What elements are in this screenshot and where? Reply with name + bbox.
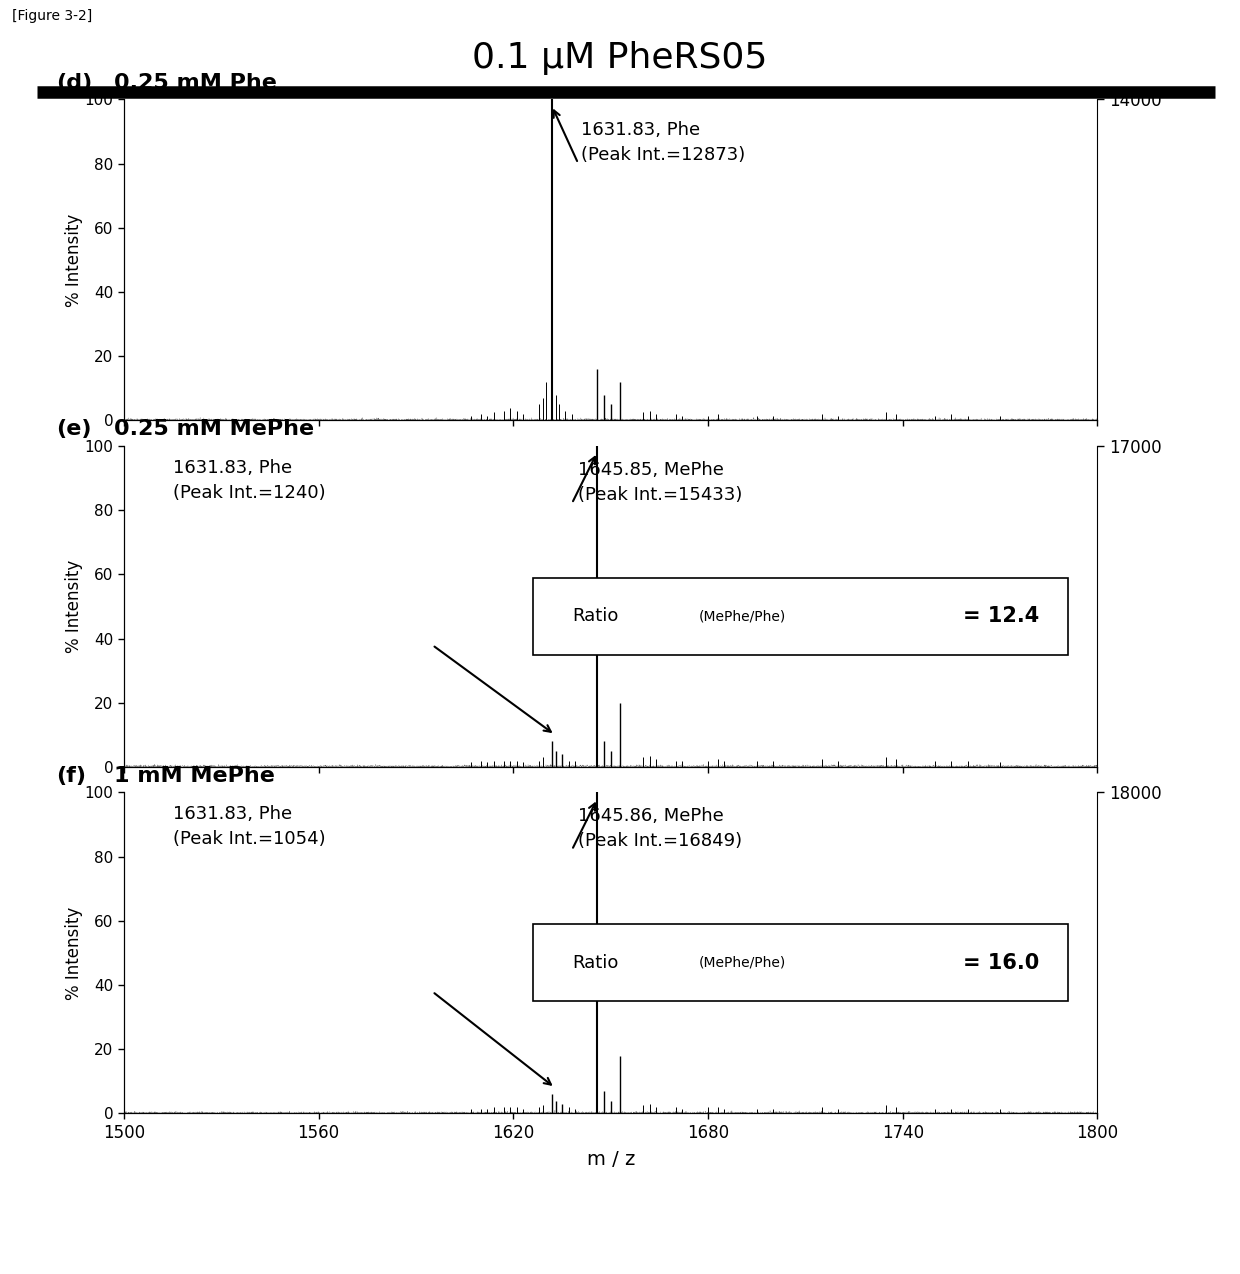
Text: (MePhe/Phe): (MePhe/Phe): [698, 609, 786, 623]
Text: 1645.85, MePhe
(Peak Int.=15433): 1645.85, MePhe (Peak Int.=15433): [578, 461, 743, 503]
Text: (MePhe/Phe): (MePhe/Phe): [698, 956, 786, 970]
Text: 0.25 mM MePhe: 0.25 mM MePhe: [114, 419, 315, 440]
Text: [Figure 3-2]: [Figure 3-2]: [12, 9, 93, 23]
Y-axis label: % Intensity: % Intensity: [66, 559, 83, 654]
Text: 0.1 μM PheRS05: 0.1 μM PheRS05: [472, 41, 768, 75]
Text: 1631.83, Phe
(Peak Int.=1240): 1631.83, Phe (Peak Int.=1240): [172, 459, 325, 502]
Text: 0.25 mM Phe: 0.25 mM Phe: [114, 73, 278, 93]
Text: 1645.86, MePhe
(Peak Int.=16849): 1645.86, MePhe (Peak Int.=16849): [578, 808, 743, 850]
X-axis label: m / z: m / z: [587, 1150, 635, 1170]
Y-axis label: % Intensity: % Intensity: [66, 906, 83, 1000]
Bar: [533, 924, 1068, 1001]
Text: 1631.83, Phe
(Peak Int.=12873): 1631.83, Phe (Peak Int.=12873): [582, 121, 745, 163]
Text: Ratio: Ratio: [572, 606, 618, 626]
Text: Ratio: Ratio: [572, 953, 618, 972]
Text: (f): (f): [56, 766, 86, 786]
Text: = 16.0: = 16.0: [962, 953, 1039, 972]
Text: (e): (e): [56, 419, 92, 440]
Text: (d): (d): [56, 73, 92, 93]
Bar: [533, 577, 1068, 655]
Text: 1 mM MePhe: 1 mM MePhe: [114, 766, 275, 786]
Text: 1631.83, Phe
(Peak Int.=1054): 1631.83, Phe (Peak Int.=1054): [172, 805, 325, 848]
Y-axis label: % Intensity: % Intensity: [66, 213, 83, 307]
Text: = 12.4: = 12.4: [962, 606, 1039, 626]
